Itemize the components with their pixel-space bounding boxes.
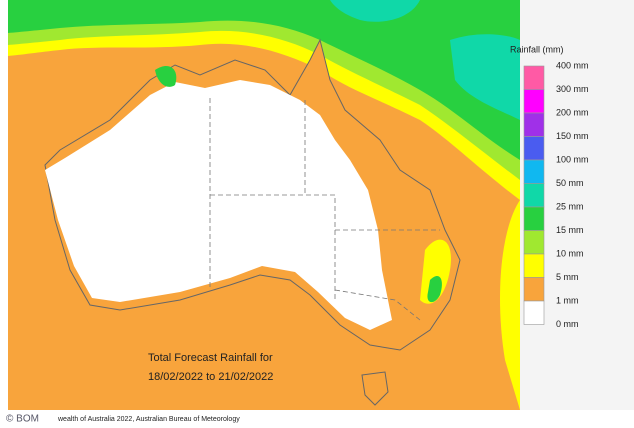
legend-label: 25 mm xyxy=(556,201,584,211)
legend-label: 150 mm xyxy=(556,131,589,141)
legend-label: 50 mm xyxy=(556,178,584,188)
legend-label: 10 mm xyxy=(556,248,584,258)
legend-swatch xyxy=(523,183,545,208)
tasmania xyxy=(361,371,389,406)
band-green xyxy=(8,0,520,160)
band-kimberley xyxy=(155,65,177,87)
legend-swatch xyxy=(523,277,545,302)
legend-swatch xyxy=(523,112,545,137)
legend-label: 5 mm xyxy=(556,272,579,282)
legend: Rainfall (mm) 400 mm 300 mm 200 mm 150 mm 10… xyxy=(510,0,634,410)
legend-label: 300 mm xyxy=(556,84,589,94)
legend-label: 0 mm xyxy=(556,319,579,329)
legend-label: 1 mm xyxy=(556,295,579,305)
band-teal-top xyxy=(330,0,420,22)
legend-swatch xyxy=(523,159,545,184)
border-nt-sa xyxy=(210,194,336,300)
state-borders xyxy=(209,98,440,321)
footer-copyright: wealth of Australia 2022, Australian Bur… xyxy=(57,416,240,423)
legend-label: 100 mm xyxy=(556,154,589,164)
legend-swatch xyxy=(523,65,545,90)
band-teal xyxy=(450,34,520,120)
band-nsw-yellow xyxy=(420,239,451,304)
band-yellow-east xyxy=(500,200,520,410)
border-nsw-vic xyxy=(334,289,421,321)
band-nsw-green xyxy=(427,275,442,303)
legend-swatch xyxy=(523,253,545,278)
map: Total Forecast Rainfall for 18/02/2022 t… xyxy=(8,0,520,410)
caption-line: 18/02/2022 to 21/02/2022 xyxy=(148,371,273,383)
legend-swatch xyxy=(523,136,545,161)
caption-line: Total Forecast Rainfall for xyxy=(148,352,273,364)
legend-swatch xyxy=(523,206,545,231)
footer-strip xyxy=(0,410,634,428)
legend-swatch xyxy=(523,89,545,114)
legend-label: 200 mm xyxy=(556,107,589,117)
legend-swatch xyxy=(523,300,545,325)
legend-title: Rainfall (mm) xyxy=(510,44,564,54)
legend-label: 400 mm xyxy=(556,60,589,70)
footer-source: © BOM xyxy=(6,414,39,425)
legend-label: 15 mm xyxy=(556,225,584,235)
legend-swatch xyxy=(523,230,545,255)
